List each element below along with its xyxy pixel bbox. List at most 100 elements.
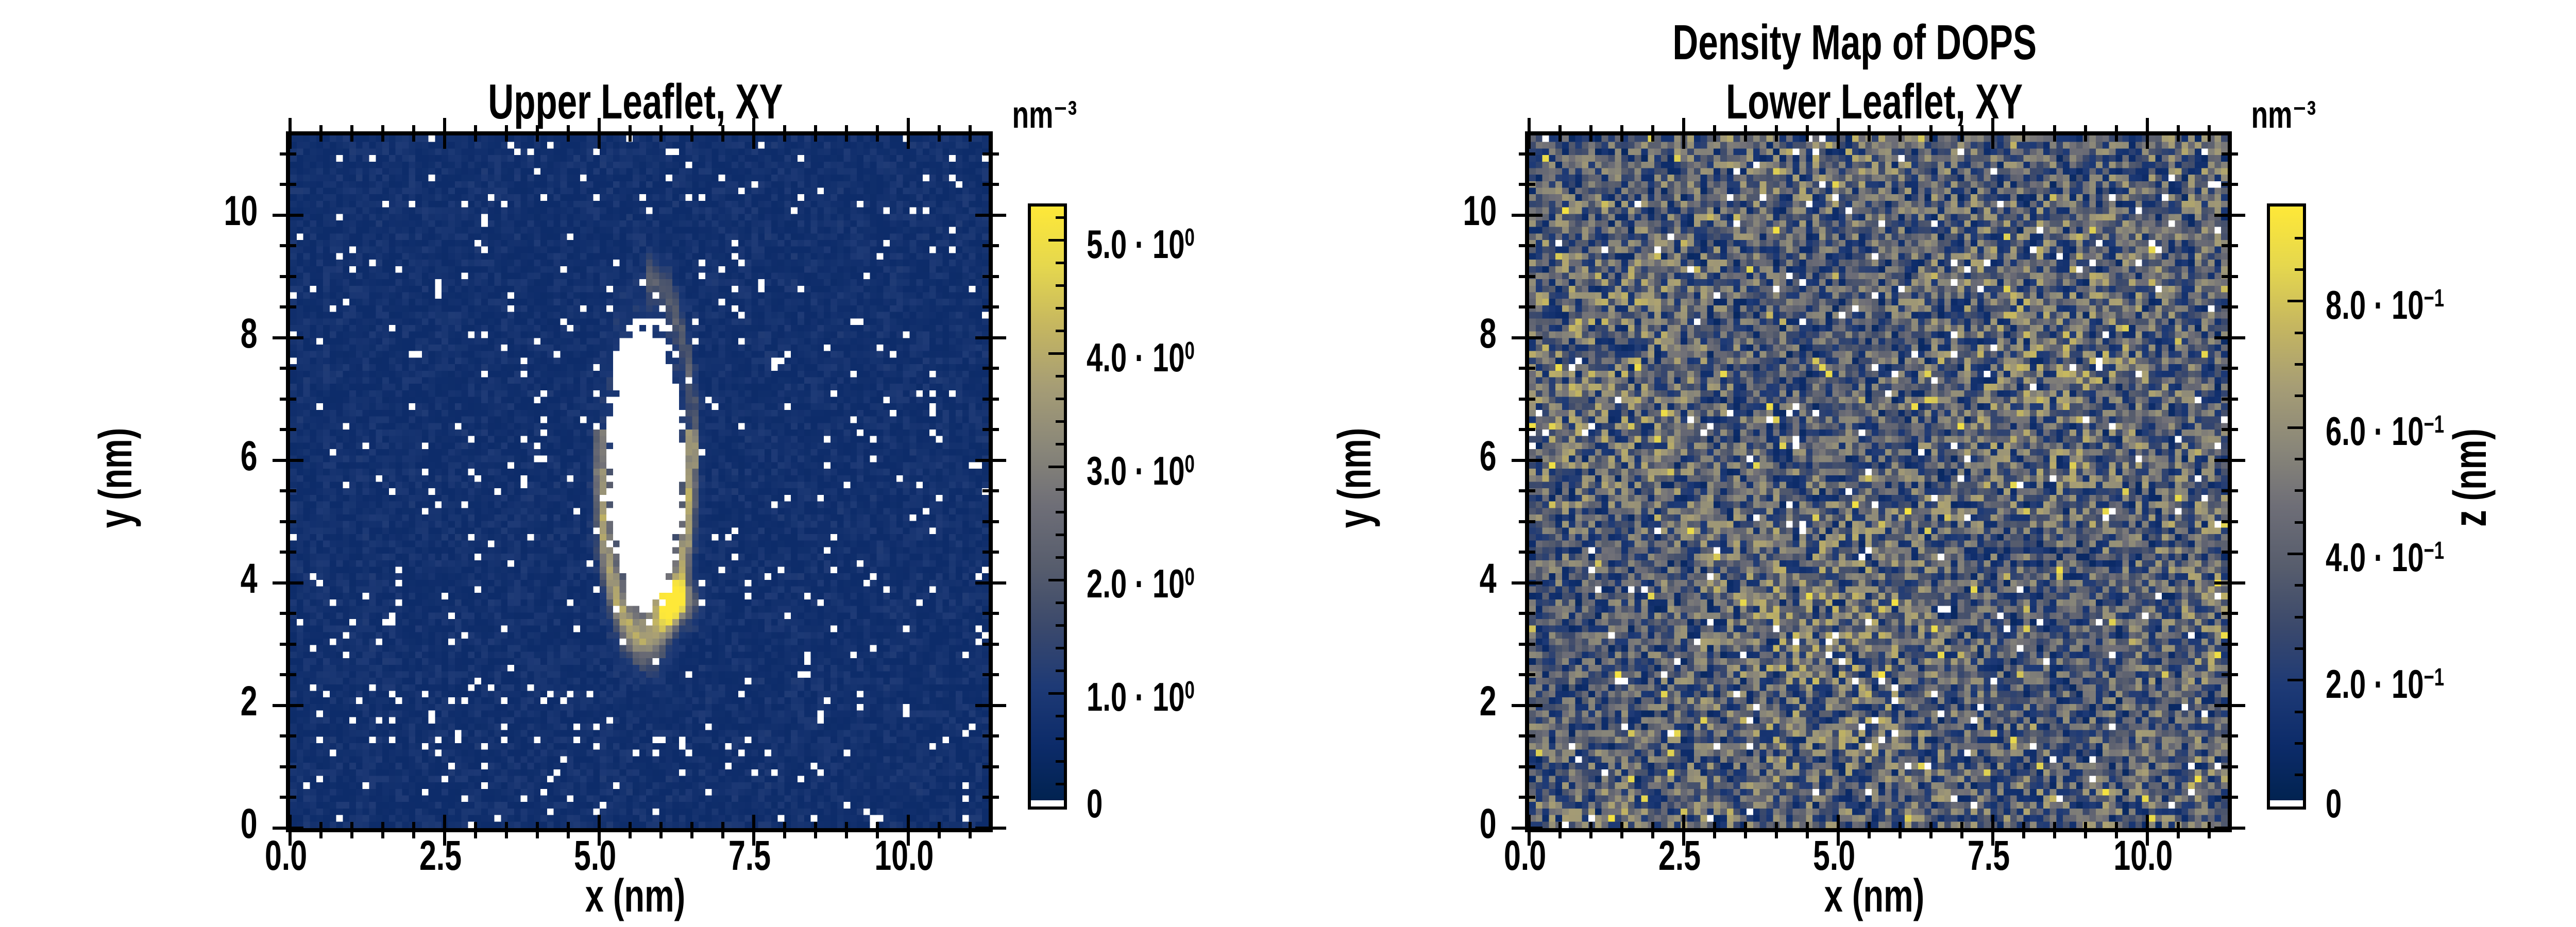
colorbar-tick-label: 5.0 · 100 [1087,212,1375,267]
colorbar-gradient [1031,207,1064,806]
y-tick-label: 4 [2442,167,2576,219]
y-tick-label-text: 4 [241,555,258,602]
colorbar-tick-label-text: 0 [1087,781,1103,826]
colorbar-minor-tick [2295,489,2303,492]
y-tick-label-text: 8 [1480,310,1497,357]
x-tick-label: 7.5 [672,830,827,882]
colorbar-minor-tick [2295,615,2303,619]
colorbar-minor-tick [1056,510,1064,513]
colorbar-tick-label: 0 [1087,778,1375,829]
colorbar-minor-tick [2295,236,2303,239]
heatmap-plot-upper-leaflet [273,118,1006,846]
x-tick-label-text: 7.5 [1967,832,2010,879]
colorbar-tick-label: 2.0 · 100 [1087,551,1375,607]
colorbar-tick-label: 8.0 · 10−1 [2326,272,2576,328]
colorbar-tick-label-text: 4.0 · 10−1 [2326,535,2445,580]
x-tick-label-text: 0.0 [1503,832,1547,879]
y-tick-label-text: 10 [1463,187,1497,234]
colorbar-minor-tick [1056,420,1064,423]
colorbar-tick-label-text: 2.0 · 10−1 [2326,661,2445,707]
x-tick-label-text: 2.5 [419,832,462,879]
colorbar-major-tick [2287,300,2303,303]
colorbar-tick-label-text: 1.0 · 100 [1087,674,1195,720]
heatmap-canvas [1529,135,2228,828]
colorbar-tick-label-text: 5.0 · 100 [1087,221,1195,267]
colorbar-unit-label: nm⁻³ [916,90,1173,139]
y-tick-label: 2 [88,676,258,727]
x-tick-label: 2.5 [1602,830,1757,882]
colorbar-major-tick [1048,239,1064,242]
y-tick-label: 0 [88,798,258,850]
colorbar-unit-text: nm⁻³ [1012,93,1077,136]
colorbar-tick-label: 2.0 · 10−1 [2326,651,2576,707]
colorbar-minor-tick [2295,647,2303,650]
colorbar-minor-tick [1056,601,1064,604]
colorbar-minor-tick [2295,774,2303,777]
colorbar-minor-tick [1056,398,1064,401]
colorbar-minor-tick [1056,556,1064,559]
x-axis-label: x (nm) [286,869,985,923]
colorbar-major-tick [1048,352,1064,355]
colorbar-major-tick [2287,426,2303,429]
colorbar-minor-tick [1056,760,1064,763]
y-tick-label-text: 10 [224,187,258,234]
colorbar-major-tick [1048,692,1064,695]
heatmap-plot-lower-leaflet [1512,118,2245,846]
y-tick-label-text: 0 [1480,800,1497,847]
x-axis-label-text: x (nm) [1824,870,1925,922]
y-tick-label: 10 [1327,185,1497,237]
y-tick-label-text: 0 [241,800,258,847]
colorbar-minor-tick [2295,331,2303,334]
colorbar-zero-stripe [2270,800,2303,806]
y-tick-label-text: 6 [241,432,258,479]
colorbar-unit-label: nm⁻³ [2155,90,2412,139]
x-tick-label-text: 2.5 [1658,832,1701,879]
colorbar-minor-tick [1056,284,1064,287]
y-tick-label: 8 [88,308,258,359]
colorbar-tick-label: 4.0 · 10−1 [2326,525,2576,580]
colorbar-tick-label: 3.0 · 100 [1087,438,1375,493]
colorbar-minor-tick [2295,710,2303,713]
x-axis-label-text: x (nm) [585,870,686,922]
heatmap-canvas [290,135,989,828]
panel-title: Upper Leaflet, XY [286,72,985,131]
colorbar-zero-stripe [1031,800,1064,806]
y-tick-label: 4 [88,553,258,605]
x-tick-label: 0 [2563,830,2576,882]
panel-title-text: Upper Leaflet, XY [487,74,783,129]
colorbar-minor-tick [1056,669,1064,672]
y-tick-label-text: 4 [1480,555,1497,602]
colorbar [1028,203,1067,810]
colorbar-minor-tick [1056,533,1064,536]
x-tick-label-text: 5.0 [1812,832,1856,879]
x-tick-label-text: 5.0 [573,832,617,879]
colorbar-tick-label-text: 0 [2326,781,2342,826]
figure-suptitle: Density Map of DOPS [1340,13,2370,72]
colorbar-minor-tick [1056,443,1064,446]
y-tick-label-text: 2 [1480,677,1497,725]
colorbar-major-tick [1048,466,1064,469]
x-tick-label: 10.0 [2066,830,2221,882]
colorbar-major-tick [1048,578,1064,581]
x-tick-label: 7.5 [1911,830,2066,882]
colorbar-minor-tick [1056,375,1064,378]
x-tick-label-text: 7.5 [728,832,771,879]
colorbar-tick-label: 1.0 · 100 [1087,664,1375,719]
colorbar-minor-tick [2295,363,2303,366]
x-tick-label-text: 0.0 [264,832,308,879]
y-tick-label: 0 [2442,452,2576,504]
y-tick-label-text: 2 [241,677,258,725]
colorbar-gradient [2270,207,2303,806]
colorbar-tick-label: 0 [2326,778,2576,829]
colorbar-major-tick [2287,552,2303,555]
colorbar-minor-tick [2295,742,2303,745]
x-axis-label: x (nm) [1525,869,2224,923]
y-tick-label: 0 [1327,798,1497,850]
y-tick-label: 6 [1327,431,1497,482]
colorbar-minor-tick [1056,330,1064,333]
colorbar-tick-label-text: 2.0 · 100 [1087,561,1195,607]
x-tick-label-text: 10.0 [874,832,934,879]
x-tick-label-text: 10.0 [2113,832,2173,879]
colorbar-minor-tick [1056,646,1064,649]
y-tick-label: 8 [1327,308,1497,359]
